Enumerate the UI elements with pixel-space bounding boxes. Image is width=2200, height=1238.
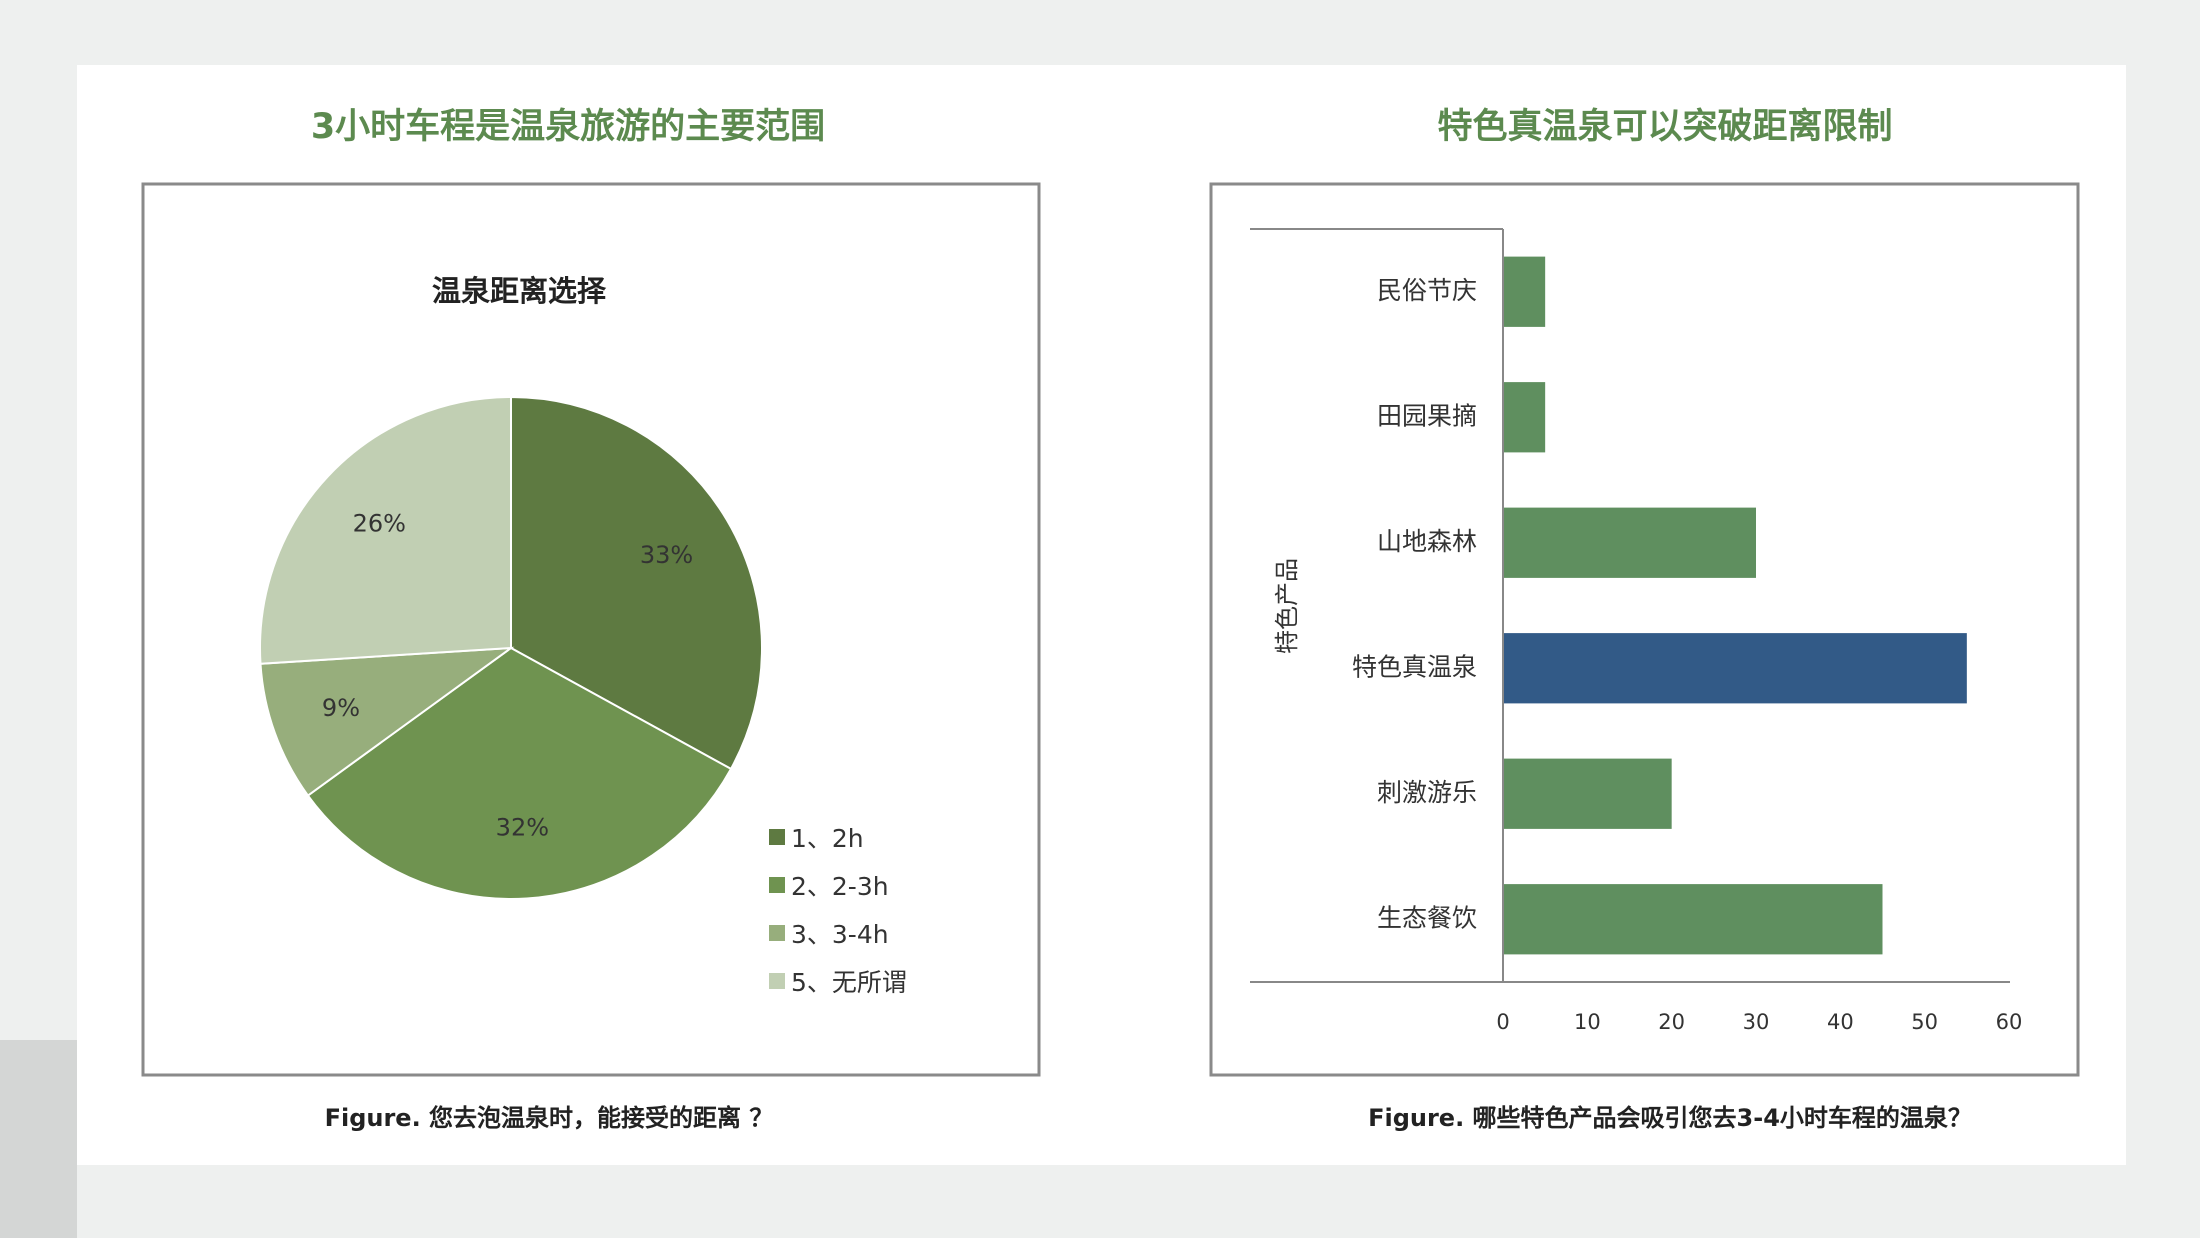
legend-swatch xyxy=(769,973,785,989)
bar xyxy=(1503,633,1967,704)
legend-label: 1、2h xyxy=(791,824,864,853)
axis-label: 特色产品 xyxy=(1273,558,1301,654)
x-tick-label: 30 xyxy=(1743,1010,1770,1034)
bar xyxy=(1503,884,1883,955)
legend-label: 2、2-3h xyxy=(791,872,889,901)
pie-slice xyxy=(306,646,733,900)
x-tick-label: 20 xyxy=(1658,1010,1685,1034)
data-label: 32% xyxy=(496,813,549,841)
x-tick-label: 10 xyxy=(1574,1010,1601,1034)
legend-swatch xyxy=(769,877,785,893)
x-tick-label: 50 xyxy=(1911,1010,1938,1034)
legend-swatch xyxy=(769,925,785,941)
chart-frame xyxy=(141,182,1041,1077)
chart-frame xyxy=(1209,182,2080,1077)
y-tick-label: 山地森林 xyxy=(1377,527,1477,556)
x-tick-label: 60 xyxy=(1996,1010,2023,1034)
y-tick-label: 民俗节庆 xyxy=(1377,276,1477,305)
bar xyxy=(1503,758,1672,829)
legend-label: 3、3-4h xyxy=(791,920,889,949)
heading: 3小时车程是温泉旅游的主要范围 xyxy=(311,107,825,147)
bar xyxy=(1503,507,1756,578)
data-label: 33% xyxy=(640,541,693,569)
chart-title: 温泉距离选择 xyxy=(432,274,607,308)
data-label: 26% xyxy=(353,509,406,537)
x-tick-label: 0 xyxy=(1496,1010,1509,1034)
pie-slice xyxy=(510,395,763,771)
data-label: 9% xyxy=(322,694,360,722)
legend-label: 5、无所谓 xyxy=(791,968,907,997)
decoration xyxy=(0,1040,77,1238)
pie-slice xyxy=(259,395,512,665)
bar xyxy=(1503,256,1546,327)
caption: Figure. 哪些特色产品会吸引您去3-4小时车程的温泉？ xyxy=(1368,1104,1972,1132)
heading: 特色真温泉可以突破距离限制 xyxy=(1437,106,1892,147)
y-tick-label: 刺激游乐 xyxy=(1377,778,1477,807)
pie-slice xyxy=(259,646,515,797)
y-tick-label: 生态餐饮 xyxy=(1377,903,1477,932)
y-tick-label: 特色真温泉 xyxy=(1352,652,1477,681)
bar xyxy=(1503,382,1546,453)
legend-swatch xyxy=(769,829,785,845)
x-tick-label: 40 xyxy=(1827,1010,1854,1034)
caption: Figure. 您去泡温泉时，能接受的距离 ？ xyxy=(325,1104,774,1132)
y-tick-label: 田园果摘 xyxy=(1377,401,1477,430)
